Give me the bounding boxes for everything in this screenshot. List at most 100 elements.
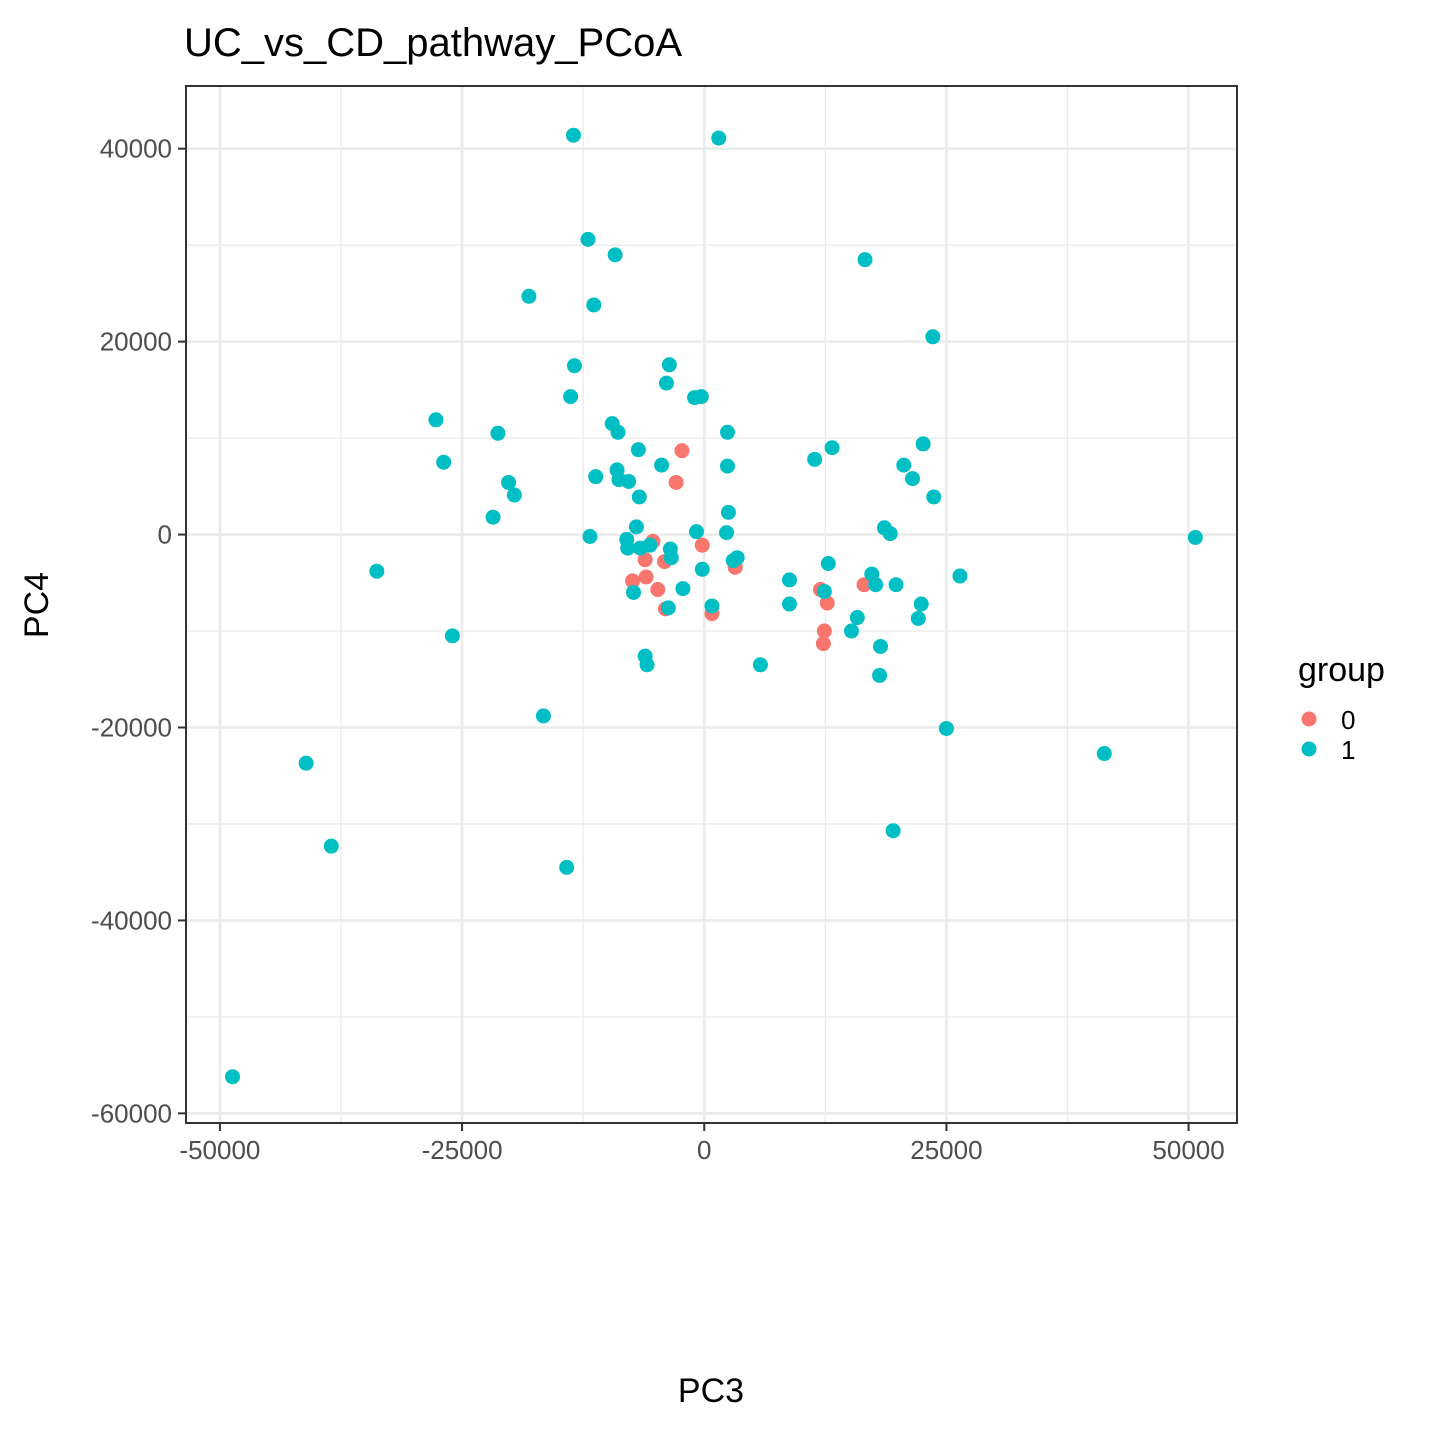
- data-point-group-1: [816, 583, 832, 599]
- data-point-group-1: [868, 577, 884, 593]
- data-point-group-1: [660, 600, 676, 616]
- data-point-group-0: [694, 537, 710, 553]
- data-point-group-1: [444, 628, 460, 644]
- x-tick-label: -50000: [179, 1135, 260, 1165]
- panel-border: [185, 85, 1238, 1124]
- data-point-group-1: [719, 424, 735, 440]
- data-point-group-1: [675, 581, 691, 597]
- data-point-group-1: [566, 358, 582, 374]
- data-point-group-0: [819, 595, 835, 611]
- data-point-group-1: [824, 440, 840, 456]
- data-point-group-1: [501, 474, 517, 490]
- major-gridlines: [186, 86, 1237, 1123]
- y-axis-title: PC4: [18, 572, 56, 638]
- data-point-group-1: [586, 297, 602, 313]
- chart-title: UC_vs_CD_pathway_PCoA: [184, 21, 682, 65]
- data-point-group-0: [816, 623, 832, 639]
- data-point-group-1: [807, 451, 823, 467]
- data-point-group-1: [626, 584, 642, 600]
- y-tick-label: 0: [158, 520, 172, 550]
- data-points: [224, 127, 1203, 1085]
- data-point-group-1: [1187, 529, 1203, 545]
- legend-key-1: [1301, 741, 1317, 757]
- data-point-group-1: [485, 509, 501, 525]
- x-tick-label: -25000: [422, 1135, 503, 1165]
- data-point-group-1: [506, 487, 522, 503]
- data-point-group-1: [1096, 746, 1112, 762]
- x-tick-label: 25000: [910, 1135, 982, 1165]
- data-point-group-1: [704, 598, 720, 614]
- x-axis-title: PC3: [678, 1372, 744, 1410]
- data-point-group-1: [663, 550, 679, 566]
- data-point-group-1: [849, 610, 865, 626]
- data-point-group-1: [720, 504, 736, 520]
- data-point-group-1: [642, 537, 658, 553]
- y-tick-label: -40000: [91, 905, 172, 935]
- data-point-group-1: [693, 389, 709, 405]
- data-point-group-1: [661, 357, 677, 373]
- data-point-group-1: [621, 474, 637, 490]
- data-point-group-1: [428, 412, 444, 428]
- data-point-group-1: [565, 127, 581, 143]
- plot-panel: [185, 85, 1238, 1124]
- data-point-group-1: [323, 838, 339, 854]
- data-point-group-0: [625, 573, 641, 589]
- x-axis: -50000 -25000 0 25000 50000: [179, 1123, 1225, 1165]
- data-point-group-1: [631, 489, 647, 505]
- data-point-group-1: [694, 561, 710, 577]
- data-point-group-1: [872, 667, 888, 683]
- data-point-group-1: [952, 568, 968, 584]
- data-point-group-0: [815, 636, 831, 652]
- data-point-group-1: [915, 436, 931, 452]
- data-point-group-1: [620, 540, 636, 556]
- data-point-group-1: [873, 638, 889, 654]
- data-point-group-1: [610, 424, 626, 440]
- data-point-group-1: [711, 130, 727, 146]
- data-point-group-1: [925, 329, 941, 345]
- y-tick-label: -20000: [91, 712, 172, 742]
- data-point-group-1: [436, 454, 452, 470]
- data-point-group-1: [719, 458, 735, 474]
- data-point-group-1: [580, 231, 596, 247]
- data-point-group-1: [904, 471, 920, 487]
- data-point-group-1: [607, 247, 623, 263]
- data-point-group-1: [535, 708, 551, 724]
- y-tick-label: 20000: [100, 327, 172, 357]
- data-point-group-1: [820, 556, 836, 572]
- data-point-group-1: [926, 489, 942, 505]
- data-point-group-1: [752, 657, 768, 673]
- x-tick-label: 0: [697, 1135, 711, 1165]
- data-point-group-1: [628, 519, 644, 535]
- data-point-group-0: [637, 552, 653, 568]
- data-point-group-1: [888, 577, 904, 593]
- data-point-group-1: [688, 524, 704, 540]
- data-point-group-1: [630, 442, 646, 458]
- legend-key-0: [1301, 711, 1317, 727]
- legend: group 01: [1298, 651, 1385, 765]
- data-point-group-1: [913, 596, 929, 612]
- data-point-group-0: [668, 474, 684, 490]
- data-point-group-1: [910, 610, 926, 626]
- data-point-group-1: [719, 525, 735, 541]
- x-tick-label: 50000: [1152, 1135, 1224, 1165]
- data-point-group-0: [638, 569, 654, 585]
- legend-label-1: 1: [1341, 735, 1355, 765]
- data-point-group-0: [674, 443, 690, 459]
- data-point-group-1: [588, 469, 604, 485]
- legend-title: group: [1298, 651, 1385, 689]
- data-point-group-1: [490, 425, 506, 441]
- legend-items: 01: [1301, 705, 1355, 765]
- data-point-group-0: [856, 577, 872, 593]
- data-point-group-1: [843, 623, 859, 639]
- legend-label-0: 0: [1341, 705, 1355, 735]
- data-point-group-1: [369, 563, 385, 579]
- data-point-group-1: [658, 375, 674, 391]
- data-point-group-1: [882, 526, 898, 542]
- data-point-group-1: [298, 755, 314, 771]
- y-tick-label: 40000: [100, 134, 172, 164]
- data-point-group-1: [896, 457, 912, 473]
- y-tick-label: -60000: [91, 1098, 172, 1128]
- data-point-group-1: [781, 596, 797, 612]
- data-point-group-1: [654, 457, 670, 473]
